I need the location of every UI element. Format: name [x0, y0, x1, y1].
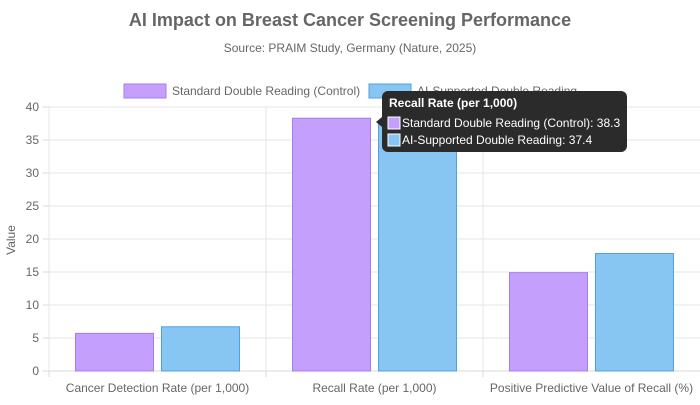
legend-label-control[interactable]: Standard Double Reading (Control) [172, 84, 360, 98]
y-axis-label: Value [4, 225, 18, 255]
y-tick-label: 20 [26, 232, 40, 246]
y-tick-label: 30 [26, 166, 40, 180]
tooltip-line-control: Standard Double Reading (Control): 38.3 [402, 116, 620, 130]
plot-area: 0 5 10 15 20 25 30 35 40 Cancer Detection Rate (p… [26, 100, 700, 395]
x-tick-label: Positive Predictive Value of Recall (%) [490, 381, 693, 395]
x-tick-label: Cancer Detection Rate (per 1,000) [66, 381, 249, 395]
bar-control-1[interactable] [292, 117, 371, 372]
y-tick-label: 35 [26, 133, 40, 147]
x-tick-label: Recall Rate (per 1,000) [312, 381, 436, 395]
chart-title: AI Impact on Breast Cancer Screening Per… [129, 10, 571, 30]
bar-control-0[interactable] [75, 332, 154, 372]
y-tick-label: 15 [26, 265, 40, 279]
tooltip-swatch-ai [387, 133, 401, 147]
bar-ai-1[interactable] [378, 123, 457, 372]
y-tick-label: 0 [32, 364, 39, 378]
y-tick-label: 25 [26, 199, 40, 213]
bar-control-2[interactable] [509, 272, 588, 372]
y-tick-label: 10 [26, 298, 40, 312]
tooltip-line-ai: AI-Supported Double Reading: 37.4 [402, 133, 592, 147]
chart-subtitle: Source: PRAIM Study, Germany (Nature, 20… [224, 41, 477, 55]
tooltip-arrow [376, 117, 382, 127]
tooltip-title: Recall Rate (per 1,000) [389, 96, 517, 110]
bar-ai-2[interactable] [595, 253, 674, 372]
tooltip: Recall Rate (per 1,000) Standard Double … [376, 91, 627, 152]
y-tick-label: 5 [32, 331, 39, 345]
bar-ai-0[interactable] [161, 326, 240, 372]
tooltip-swatch-control [387, 116, 401, 130]
tooltip-box [382, 91, 627, 152]
legend-swatch-control[interactable] [123, 83, 167, 99]
y-tick-label: 40 [26, 100, 40, 114]
